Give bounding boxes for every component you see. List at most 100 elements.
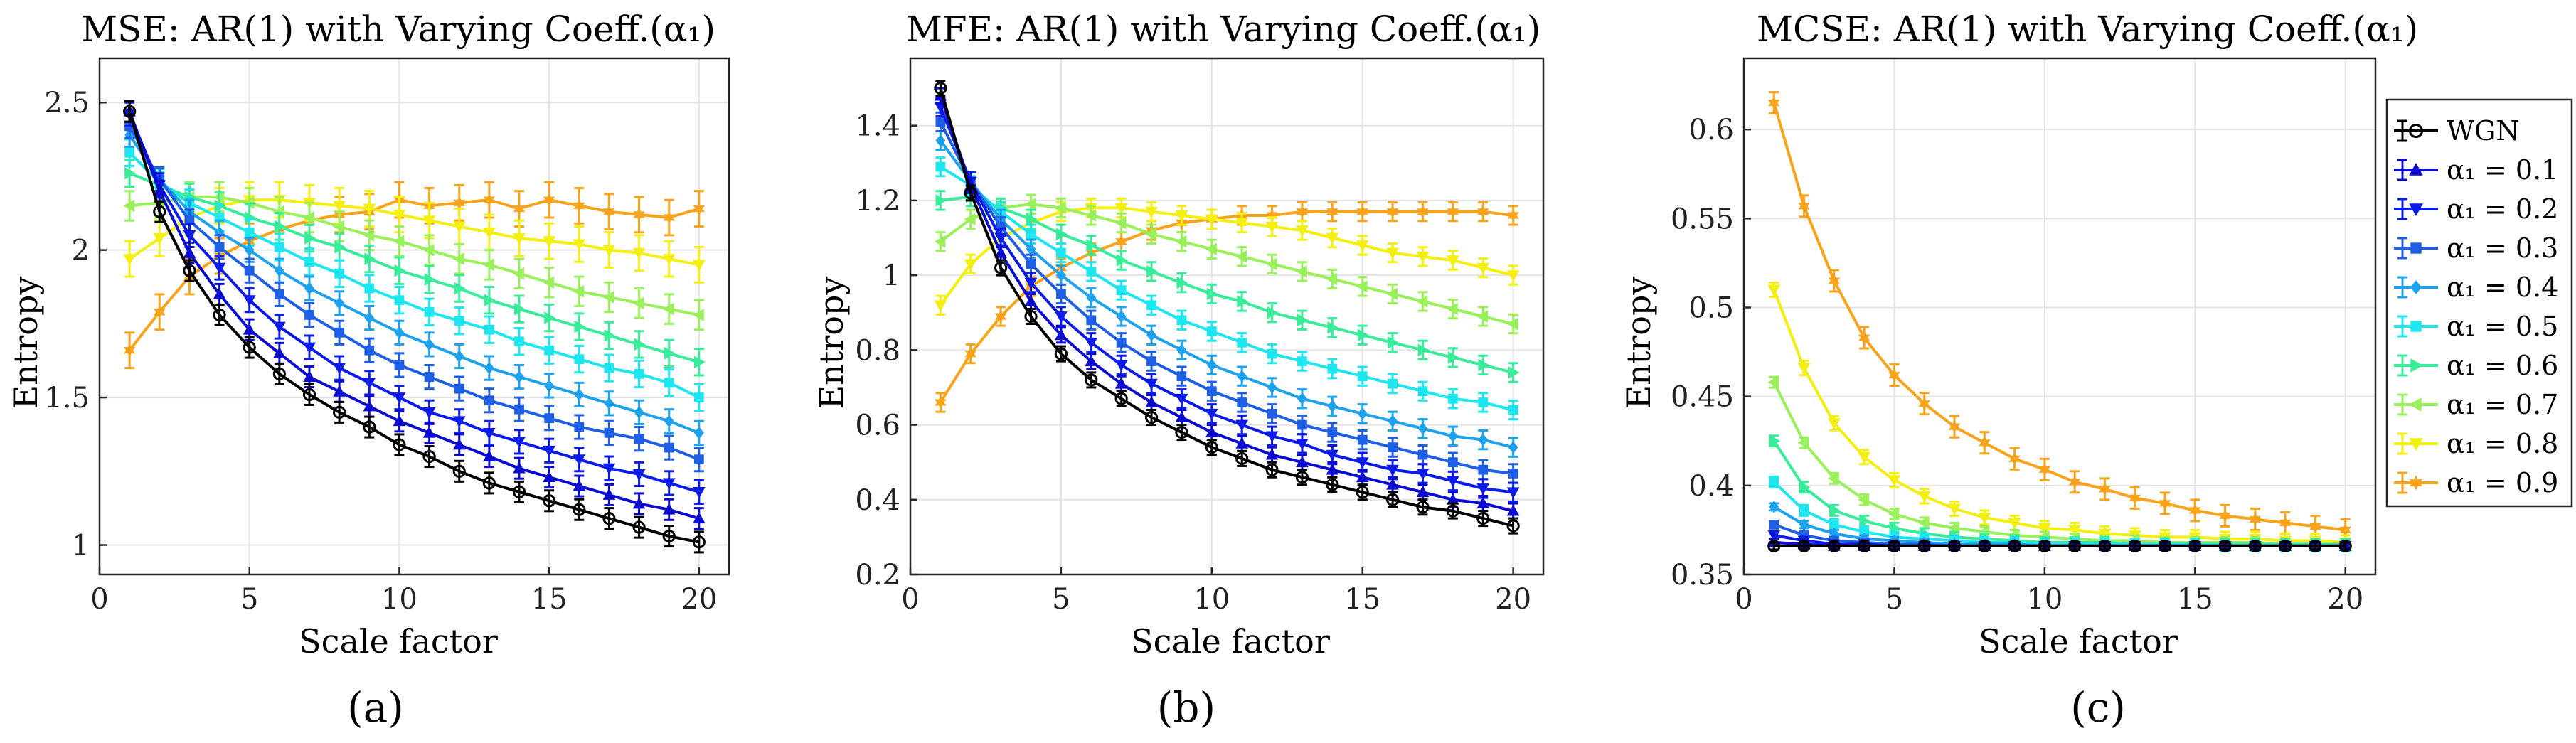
panel-b-point xyxy=(1388,336,1400,349)
panel-b-title: MFE: AR(1) with Varying Coeff.(α₁) xyxy=(906,9,1541,50)
legend-marker xyxy=(2409,438,2423,451)
panel-b-point xyxy=(1054,201,1066,215)
panel-a-point xyxy=(693,392,704,402)
panel-c-point xyxy=(1978,436,1991,450)
panel-b-point xyxy=(1297,392,1307,405)
panel-a-point xyxy=(244,265,255,276)
panel-a-point xyxy=(543,471,555,482)
panel-c-point xyxy=(1798,199,1810,213)
panel-b-point xyxy=(1176,371,1187,382)
panel-a-point xyxy=(662,478,676,490)
panel-c-series-8-line xyxy=(1772,289,2346,544)
panel-a-point xyxy=(632,296,644,310)
panel-b-point xyxy=(1416,501,1430,514)
panel-a-point xyxy=(604,427,614,438)
panel-b-point xyxy=(1327,427,1338,437)
panel-a-point xyxy=(512,485,526,498)
panel-a-point xyxy=(574,422,585,432)
panel-b-point xyxy=(1267,306,1279,319)
panel-b-point xyxy=(1327,321,1339,334)
panel-a-point xyxy=(364,311,375,324)
panel-a-point xyxy=(274,242,284,252)
panel-c-point xyxy=(1769,476,1779,487)
panel-b-point xyxy=(1506,519,1520,533)
panel-b-point xyxy=(994,261,1008,274)
panel-b-point xyxy=(1297,419,1307,430)
panel-a-ytick-label: 2.5 xyxy=(44,87,90,119)
panel-b-point xyxy=(1085,337,1098,349)
panel-b-point xyxy=(1176,343,1187,357)
panel-a-point xyxy=(183,246,196,258)
panel-a-point xyxy=(513,233,526,245)
panel-a-point xyxy=(484,294,496,307)
panel-b-point xyxy=(1056,247,1066,258)
panel-c-point xyxy=(1769,501,1779,513)
panel-b-point xyxy=(1206,358,1217,372)
legend-label: α₁ = 0.5 xyxy=(2447,311,2558,342)
panel-a-point xyxy=(514,404,524,415)
panel-b-point xyxy=(1237,370,1247,383)
panel-b-point xyxy=(1265,221,1279,233)
panel-b-point xyxy=(1026,229,1036,240)
panel-b-point xyxy=(1326,449,1339,461)
legend-label: α₁ = 0.6 xyxy=(2447,350,2558,381)
panel-b-point xyxy=(994,232,1007,245)
panel-c-point xyxy=(2218,539,2232,553)
panel-c-point xyxy=(1948,503,1961,515)
panel-c-point xyxy=(1828,418,1841,430)
panel-a-point xyxy=(483,450,496,461)
panel-b-point xyxy=(1024,198,1036,211)
panel-b-plot-area xyxy=(910,58,1543,574)
panel-c-point xyxy=(2338,539,2352,553)
panel-b-point xyxy=(1085,355,1098,367)
panel-a-series-3 xyxy=(124,113,704,473)
panel-a-point xyxy=(692,309,704,321)
panel-a-point xyxy=(543,445,555,457)
panel-c-xtick-label: 5 xyxy=(1885,583,1903,616)
panel-c-point xyxy=(1797,363,1811,375)
panel-a-point xyxy=(333,405,346,419)
panel-a-point xyxy=(602,291,614,304)
panel-b-point xyxy=(1235,437,1249,449)
panel-b-point xyxy=(1296,456,1309,468)
panel-a-point xyxy=(124,147,135,158)
panel-a-point xyxy=(333,201,346,213)
panel-a-series-1-line xyxy=(128,110,700,520)
panel-b-point xyxy=(1447,393,1458,404)
panel-a-series-5-line xyxy=(128,151,700,399)
panel-c-point xyxy=(2068,539,2082,553)
panel-a-point xyxy=(333,385,346,397)
panel-a-point xyxy=(422,407,436,419)
panel-b-point xyxy=(1145,395,1158,407)
panel-c-point xyxy=(2249,512,2262,526)
panel-b-point xyxy=(1417,449,1428,460)
legend-marker xyxy=(2409,475,2423,491)
panel-b-point xyxy=(1114,377,1128,389)
panel-c-point xyxy=(1799,481,1811,494)
panel-c-point xyxy=(2008,451,2021,466)
panel-b-point xyxy=(1297,314,1309,327)
panel-b-point xyxy=(1476,310,1489,323)
panel-a-point xyxy=(422,449,436,464)
panel-b-point xyxy=(1055,269,1066,282)
panel-c-xtick-label: 10 xyxy=(2026,583,2063,616)
panel-b-point xyxy=(1145,378,1158,390)
panel-a-point xyxy=(574,320,586,333)
panel-a-point xyxy=(543,494,556,508)
legend-label: α₁ = 0.2 xyxy=(2447,193,2558,225)
panel-a-point xyxy=(573,239,586,251)
panel-c-point xyxy=(2128,539,2141,553)
panel-b-point xyxy=(1056,228,1068,241)
panel-b-point xyxy=(1356,205,1369,219)
panel-a-point xyxy=(603,205,615,219)
panel-b-ytick-label: 1.4 xyxy=(855,110,900,143)
panel-c-point xyxy=(1767,284,1781,296)
panel-a-point xyxy=(573,454,586,466)
panel-b-point xyxy=(1267,408,1277,419)
panel-a-point xyxy=(632,497,646,509)
panel-b-point xyxy=(1447,429,1458,443)
panel-b-point xyxy=(1265,257,1277,271)
panel-b-point xyxy=(1235,218,1249,230)
panel-c-point xyxy=(1769,520,1779,530)
